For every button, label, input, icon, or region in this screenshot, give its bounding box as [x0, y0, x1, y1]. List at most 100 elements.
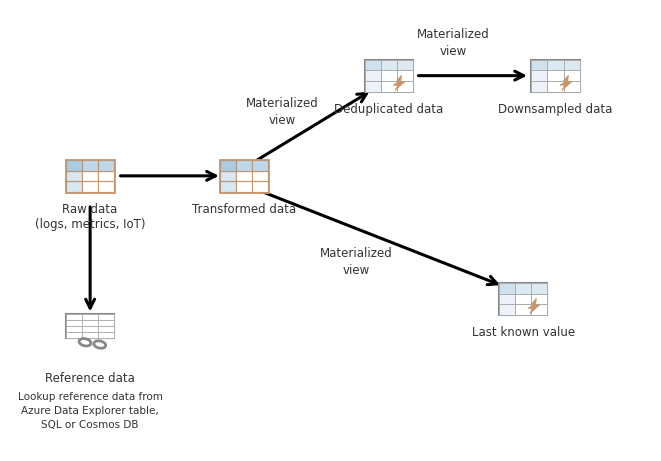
Bar [397, 81, 412, 92]
Bar [98, 332, 114, 338]
Bar [531, 60, 547, 71]
Bar [547, 71, 564, 81]
Bar [365, 81, 381, 92]
Bar [253, 160, 268, 171]
Bar [66, 181, 82, 192]
Bar [365, 60, 381, 71]
Bar [531, 304, 547, 315]
Bar [547, 81, 564, 92]
Bar [98, 320, 114, 326]
Bar [499, 304, 516, 315]
Bar [531, 60, 547, 71]
Bar [365, 71, 381, 81]
Bar [564, 81, 580, 92]
Bar [220, 181, 236, 192]
Bar [66, 160, 114, 192]
Bar [66, 160, 82, 171]
Text: Transformed data: Transformed data [192, 203, 296, 216]
Bar [564, 71, 580, 81]
Bar [66, 171, 82, 181]
Bar [236, 171, 253, 181]
Bar [531, 60, 580, 92]
Bar [220, 171, 236, 181]
Bar [564, 60, 580, 71]
Bar [499, 283, 547, 315]
Bar [98, 160, 114, 171]
Bar [499, 294, 516, 304]
Bar [531, 81, 547, 92]
Bar [82, 171, 98, 181]
Polygon shape [393, 75, 405, 91]
Bar [516, 283, 531, 294]
Bar [220, 160, 236, 171]
Bar [531, 294, 547, 304]
Bar [516, 294, 531, 304]
Bar [66, 171, 82, 181]
Ellipse shape [79, 338, 91, 346]
Bar [236, 181, 253, 192]
Text: Materialized
view: Materialized view [247, 97, 319, 127]
Bar [66, 314, 82, 320]
Bar [516, 283, 531, 294]
Bar [531, 283, 547, 294]
Bar [236, 160, 253, 171]
Bar [82, 320, 98, 326]
Bar [365, 60, 412, 92]
Bar [499, 283, 516, 294]
Bar [531, 60, 547, 71]
Bar [397, 71, 412, 81]
Bar [66, 160, 82, 171]
Bar [66, 160, 82, 171]
Bar [365, 81, 381, 92]
Bar [220, 171, 236, 181]
Bar [397, 60, 412, 71]
Bar [98, 326, 114, 332]
Bar [547, 60, 564, 71]
Polygon shape [528, 298, 540, 314]
Bar [66, 332, 82, 338]
Bar [381, 60, 397, 71]
Bar [365, 60, 381, 71]
Bar [98, 160, 114, 171]
Bar [564, 60, 580, 71]
Bar [365, 71, 381, 81]
Text: Last known value: Last known value [472, 326, 575, 339]
Bar [82, 160, 98, 171]
Bar [531, 283, 547, 294]
Bar [531, 71, 547, 81]
Bar [220, 160, 236, 171]
Bar [499, 283, 516, 294]
Bar [236, 160, 253, 171]
Polygon shape [560, 75, 572, 91]
Bar [82, 181, 98, 192]
Text: Downsampled data: Downsampled data [498, 103, 613, 116]
Bar [531, 71, 547, 81]
Bar [220, 181, 236, 192]
Bar [253, 171, 268, 181]
Bar [66, 181, 82, 192]
Bar [499, 304, 516, 315]
Bar [98, 314, 114, 320]
Text: Raw data
(logs, metrics, IoT): Raw data (logs, metrics, IoT) [35, 203, 145, 231]
Bar [499, 294, 516, 304]
Bar [66, 326, 82, 332]
Bar [397, 60, 412, 71]
Bar [82, 314, 98, 320]
Bar [82, 326, 98, 332]
Bar [66, 314, 114, 338]
Bar [547, 60, 564, 71]
Bar [220, 160, 236, 171]
Ellipse shape [94, 341, 106, 348]
Bar [98, 171, 114, 181]
Bar [66, 320, 82, 326]
Bar [381, 60, 397, 71]
Bar [98, 181, 114, 192]
Bar [82, 332, 98, 338]
Text: Reference data: Reference data [45, 372, 135, 384]
Text: Lookup reference data from
Azure Data Explorer table,
SQL or Cosmos DB: Lookup reference data from Azure Data Ex… [18, 392, 163, 430]
Bar [220, 160, 268, 192]
Bar [253, 160, 268, 171]
Bar [381, 81, 397, 92]
Bar [381, 71, 397, 81]
Text: Materialized
view: Materialized view [416, 28, 489, 58]
